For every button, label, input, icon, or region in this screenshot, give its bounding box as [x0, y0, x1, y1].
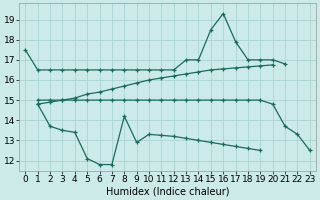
X-axis label: Humidex (Indice chaleur): Humidex (Indice chaleur)	[106, 187, 229, 197]
